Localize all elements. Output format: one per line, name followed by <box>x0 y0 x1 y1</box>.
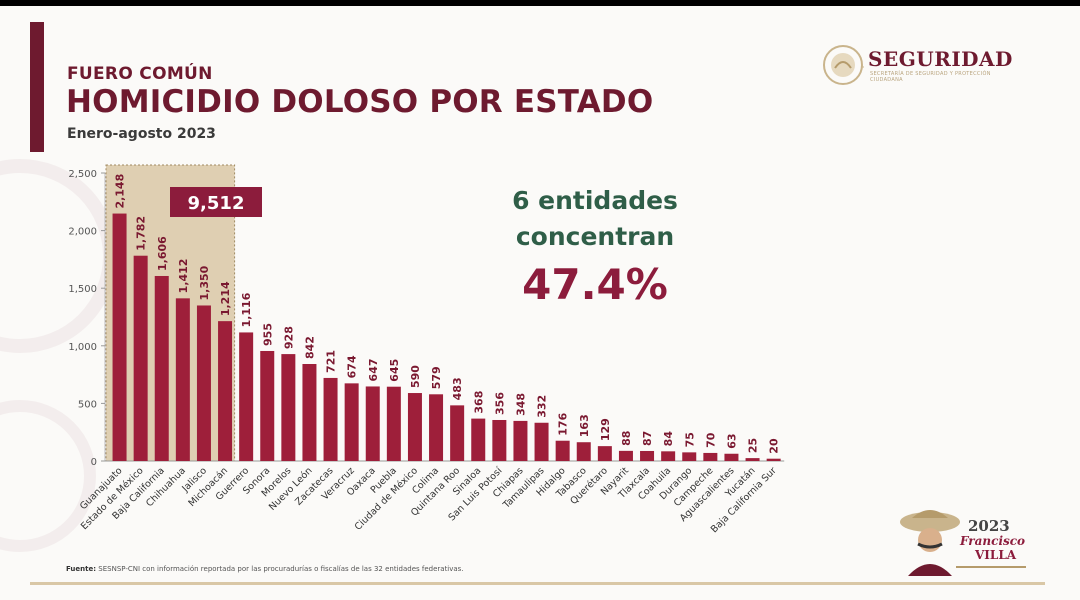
bar <box>154 275 169 461</box>
data-label: 84 <box>662 431 675 447</box>
callout-line-2: concentran <box>515 222 675 251</box>
data-label: 647 <box>367 358 380 381</box>
data-label: 176 <box>557 412 570 435</box>
data-label: 842 <box>303 336 316 359</box>
bar <box>386 386 401 461</box>
bar <box>450 405 465 461</box>
data-label: 88 <box>620 431 633 446</box>
seal-year: 2023 <box>968 517 1010 535</box>
data-label: 1,350 <box>198 265 211 300</box>
bar <box>555 440 570 461</box>
bar <box>218 321 233 461</box>
bar <box>133 255 148 461</box>
bar <box>196 305 211 461</box>
data-label: 25 <box>747 438 760 453</box>
bar <box>112 213 127 461</box>
y-tick-label: 1,000 <box>68 342 97 353</box>
background-pattern <box>0 159 110 552</box>
data-label: 2,148 <box>114 174 127 209</box>
bar <box>365 386 380 461</box>
data-label: 955 <box>261 323 274 346</box>
anniversary-seal <box>900 510 1026 576</box>
data-label: 63 <box>725 433 738 448</box>
accent-bar <box>30 22 44 152</box>
logo-subtitle: SECRETARÍA DE SEGURIDAD Y PROTECCIÓN CIU… <box>870 71 991 83</box>
source-note: Fuente: SESNSP-CNI con información repor… <box>66 565 464 573</box>
bar <box>724 453 739 461</box>
source-text: SESNSP-CNI con información reportada por… <box>96 565 464 573</box>
bar <box>766 458 781 461</box>
data-label: 75 <box>683 432 696 447</box>
data-label: 356 <box>493 392 506 415</box>
total-badge-label: 9,512 <box>188 193 245 214</box>
data-label: 368 <box>472 391 485 414</box>
bar <box>302 364 317 461</box>
bar <box>534 422 549 461</box>
bar <box>661 451 676 461</box>
page-subtitle: Enero-agosto 2023 <box>67 126 216 142</box>
bar <box>344 383 359 461</box>
bar <box>682 452 697 461</box>
y-tick-label: 500 <box>78 399 97 410</box>
logo-name: SEGURIDAD <box>868 47 1013 71</box>
data-label: 348 <box>514 393 527 416</box>
bar <box>640 450 655 461</box>
bar <box>597 446 612 461</box>
data-label: 674 <box>346 355 359 378</box>
data-label: 1,116 <box>240 292 253 327</box>
data-label: 590 <box>409 365 422 388</box>
data-label: 20 <box>768 438 781 454</box>
y-tick-label: 2,500 <box>68 169 97 180</box>
bar <box>745 458 760 461</box>
bar <box>576 442 591 461</box>
y-tick-label: 0 <box>91 457 97 468</box>
data-label: 1,214 <box>219 281 232 316</box>
data-label: 1,782 <box>135 216 148 251</box>
data-label: 87 <box>641 431 654 446</box>
bar <box>513 420 528 461</box>
bar <box>260 350 275 461</box>
page-title: HOMICIDIO DOLOSO POR ESTADO <box>66 84 654 120</box>
data-label: 163 <box>578 414 591 437</box>
data-label: 483 <box>451 377 464 400</box>
bar <box>239 332 254 461</box>
callout-line-1: 6 entidades <box>512 186 678 215</box>
data-label: 928 <box>282 326 295 349</box>
data-label: 129 <box>599 418 612 441</box>
seguridad-logo <box>823 45 864 85</box>
seal-name-1: Francisco <box>960 534 1026 548</box>
bar <box>323 377 338 461</box>
y-tick-label: 1,500 <box>68 284 97 295</box>
bar <box>471 418 486 461</box>
kicker: FUERO COMÚN <box>67 64 213 84</box>
data-label: 332 <box>536 395 549 418</box>
y-tick-label: 2,000 <box>68 227 97 238</box>
bar <box>281 354 296 461</box>
callout-percent: 47.4% <box>522 260 668 309</box>
data-label: 721 <box>325 350 338 373</box>
bar <box>175 298 190 461</box>
bar <box>407 393 422 461</box>
data-label: 1,606 <box>156 236 169 271</box>
slide: FUERO COMÚN HOMICIDIO DOLOSO POR ESTADO … <box>0 6 1080 600</box>
source-label: Fuente: <box>66 565 97 573</box>
bar <box>429 394 444 461</box>
seal-name-2: VILLA <box>975 548 1017 562</box>
bottom-rule <box>30 582 1045 585</box>
total-badge <box>170 187 262 217</box>
bar <box>618 450 633 461</box>
data-label: 1,412 <box>177 259 190 294</box>
bar <box>703 452 718 461</box>
data-label: 70 <box>704 432 717 448</box>
data-label: 645 <box>388 359 401 382</box>
bar <box>492 419 507 461</box>
data-label: 579 <box>430 366 443 389</box>
